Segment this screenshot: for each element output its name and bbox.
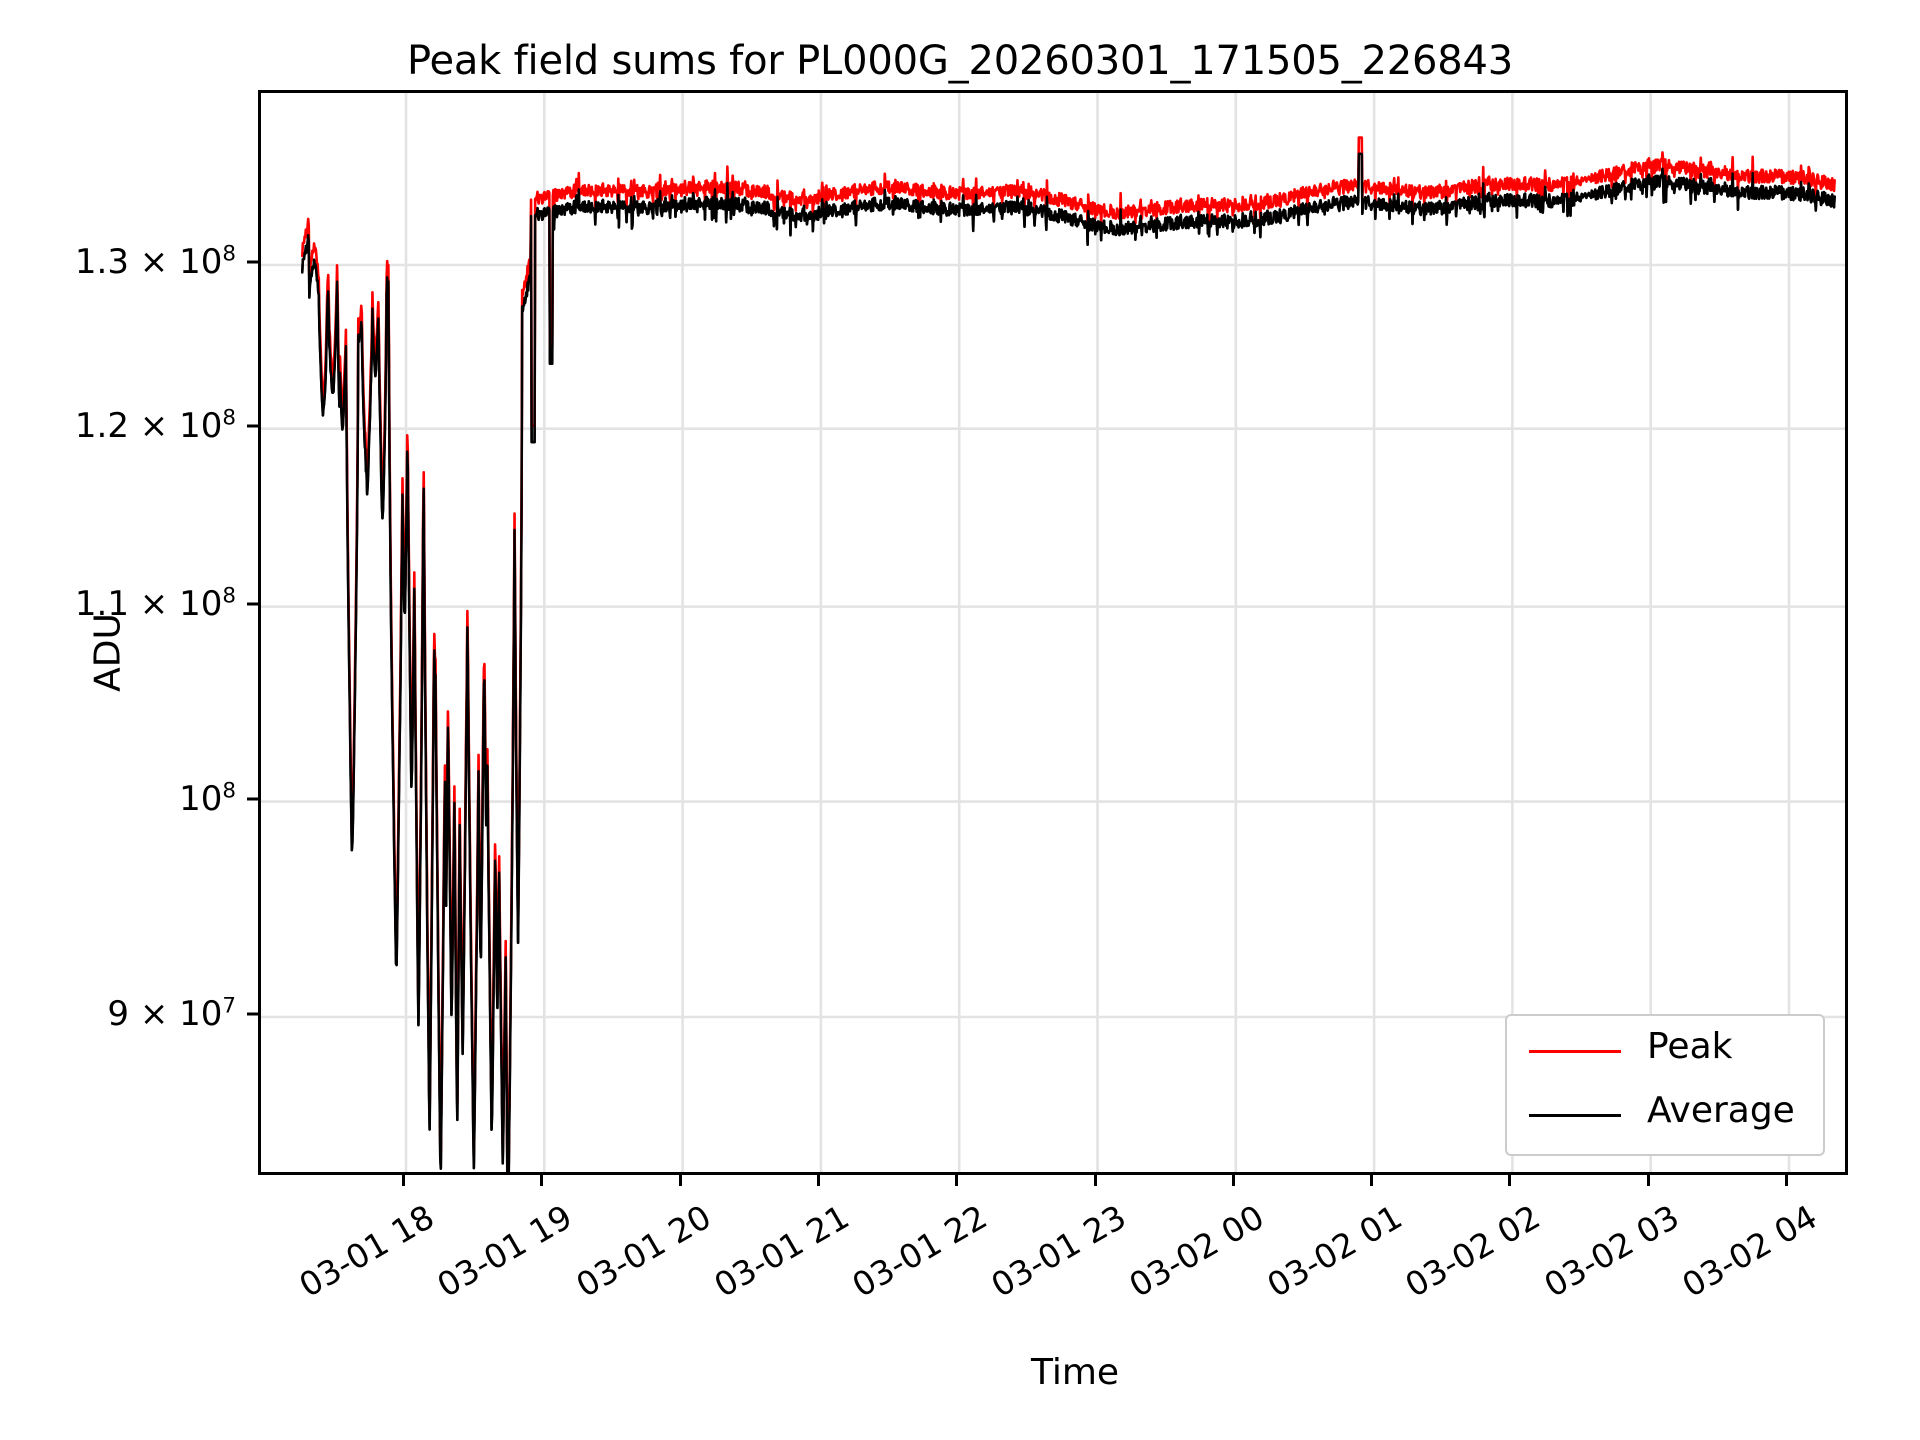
y-tick-mark bbox=[247, 260, 258, 264]
x-tick-mark bbox=[1508, 1175, 1512, 1186]
y-tick-label-4: 1.3 × 108 bbox=[74, 241, 236, 282]
y-tick-mark bbox=[247, 602, 258, 606]
y-tick-label-1: 108 bbox=[179, 778, 236, 819]
series-line-average-overlay bbox=[301, 152, 1836, 1172]
y-tick-label-0: 9 × 107 bbox=[107, 993, 236, 1034]
page-title: Peak field sums for PL000G_20260301_1715… bbox=[406, 38, 1514, 84]
x-tick-mark bbox=[816, 1175, 820, 1186]
series-line-peak bbox=[300, 136, 1836, 1172]
x-tick-mark bbox=[1093, 1175, 1097, 1186]
y-tick-mark bbox=[247, 1012, 258, 1016]
x-tick-mark bbox=[678, 1175, 682, 1186]
plot-area bbox=[258, 90, 1848, 1175]
legend-swatch-average bbox=[1529, 1114, 1621, 1117]
legend-label-average: Average bbox=[1647, 1090, 1795, 1131]
y-tick-label-3: 1.2 × 108 bbox=[74, 405, 236, 446]
legend-item-average: Average bbox=[1507, 1086, 1827, 1144]
gridlines bbox=[261, 93, 1845, 1172]
legend-item-peak: Peak bbox=[1507, 1022, 1827, 1080]
y-axis-title: ADU bbox=[87, 613, 129, 692]
x-tick-mark bbox=[1646, 1175, 1650, 1186]
legend: Peak Average bbox=[1505, 1014, 1825, 1156]
x-tick-mark bbox=[1231, 1175, 1235, 1186]
x-tick-mark bbox=[955, 1175, 959, 1186]
y-tick-mark bbox=[247, 797, 258, 801]
x-tick-mark bbox=[1785, 1175, 1788, 1186]
x-tick-mark bbox=[402, 1175, 405, 1186]
plot-svg bbox=[261, 93, 1845, 1172]
y-tick-label-2: 1.1 × 108 bbox=[74, 583, 236, 624]
legend-swatch-peak bbox=[1529, 1050, 1621, 1053]
y-tick-mark bbox=[247, 424, 258, 428]
legend-label-peak: Peak bbox=[1647, 1026, 1733, 1067]
x-tick-mark bbox=[1370, 1175, 1374, 1186]
x-tick-mark bbox=[540, 1175, 544, 1186]
x-axis-title: Time bbox=[1030, 1352, 1120, 1393]
